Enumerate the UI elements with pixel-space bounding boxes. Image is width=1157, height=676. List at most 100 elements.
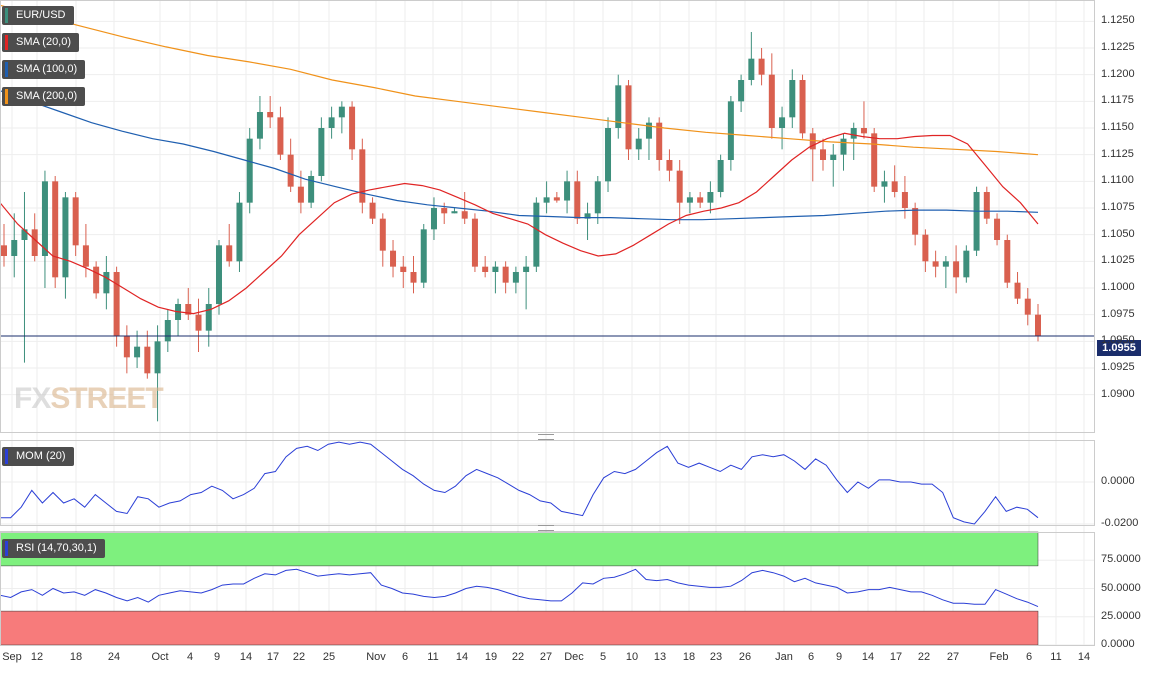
candle-body (645, 122, 652, 139)
candle-body (1014, 282, 1021, 299)
moving-averages (0, 4, 1094, 337)
candle-body (1035, 314, 1041, 336)
x-tick-label: 4 (186, 651, 194, 663)
candle-body (738, 80, 745, 102)
candle-body (359, 149, 366, 203)
x-tick-label: 27 (946, 651, 960, 663)
candle-body (31, 229, 38, 256)
candle-body (287, 154, 294, 187)
sma20-line (0, 132, 1039, 315)
candle-body (625, 85, 632, 150)
oversold-band (0, 610, 1039, 646)
legend-rsi-label: RSI (14,70,30,1) (16, 542, 97, 554)
x-tick-label: 23 (709, 651, 723, 663)
candle-body (502, 266, 509, 283)
x-tick-label: 9 (835, 651, 843, 663)
candle-body (41, 181, 48, 256)
x-tick-label: 27 (539, 651, 553, 663)
price-tick-label: 1.1150 (1101, 121, 1134, 133)
candle-body (963, 250, 970, 278)
candle-body (789, 80, 796, 118)
candle-body (492, 266, 499, 272)
candle-body (686, 197, 693, 203)
x-tick-label: 6 (807, 651, 815, 663)
x-tick-label: 6 (1025, 651, 1033, 663)
candle-body (973, 192, 980, 251)
x-tick-label: 14 (239, 651, 253, 663)
mom-tick-label: -0.0200 (1101, 516, 1139, 529)
x-tick-label: 14 (1077, 651, 1091, 663)
candle-body (400, 266, 407, 272)
candle-body (758, 58, 765, 75)
rsi-tick-label: 0.0000 (1101, 638, 1135, 650)
x-tick-label: 18 (69, 651, 83, 663)
x-tick-label: 17 (266, 651, 280, 663)
x-tick-label: 6 (401, 651, 409, 663)
legend-symbol[interactable]: EUR/USD (2, 6, 74, 25)
candle-body (93, 266, 100, 294)
candle-body (267, 112, 274, 118)
x-tick-label: 9 (213, 651, 221, 663)
price-tick-label: 1.0925 (1101, 361, 1135, 373)
legend-mom[interactable]: MOM (20) (2, 447, 74, 466)
price-tick-label: 1.1225 (1101, 41, 1135, 53)
candle-body (52, 181, 59, 278)
candle-body (113, 272, 120, 336)
candle-body (103, 272, 110, 294)
pane-splitter-rsi[interactable] (538, 525, 554, 531)
candle-body (144, 346, 151, 374)
candle-body (338, 106, 345, 118)
candle-body (134, 346, 141, 358)
x-tick-label: 5 (599, 651, 607, 663)
candle-body (850, 128, 857, 139)
candle-body (82, 245, 89, 267)
x-tick-label: 11 (427, 651, 439, 663)
x-tick-label: 18 (682, 651, 696, 663)
candle-body (185, 304, 192, 315)
x-tick-label: 19 (484, 651, 498, 663)
x-tick-label: 24 (107, 651, 121, 663)
rsi-tick-label: 25.0000 (1101, 609, 1141, 622)
candle-body (922, 234, 929, 262)
candle-body (820, 149, 827, 160)
x-tick-label: 22 (511, 651, 525, 663)
candle-body (697, 197, 704, 203)
candle-body (912, 208, 919, 235)
candle-body (236, 202, 243, 262)
panel-border (0, 440, 1095, 526)
candle-body (369, 202, 376, 219)
candle-body (420, 229, 427, 283)
rsi-color-bar (5, 541, 8, 556)
candle-body (840, 138, 847, 155)
x-tick-label: 11 (1050, 651, 1062, 663)
candle-body (891, 181, 898, 192)
legend-sma200[interactable]: SMA (200,0) (2, 87, 86, 106)
candle-body (21, 229, 28, 240)
x-tick-label: Oct (151, 651, 169, 663)
symbol-color-bar (5, 8, 8, 23)
candle-body (215, 245, 222, 304)
legend-rsi[interactable]: RSI (14,70,30,1) (2, 539, 105, 558)
candle-body (512, 272, 519, 283)
legend-sma100[interactable]: SMA (100,0) (2, 60, 86, 79)
x-tick-label: 25 (322, 651, 336, 663)
candle-body (994, 218, 1001, 240)
candle-body (584, 213, 591, 219)
candle-body (553, 197, 560, 201)
candle-body (942, 261, 949, 267)
legend-sma20[interactable]: SMA (20,0) (2, 33, 80, 52)
candle-body (123, 336, 130, 358)
candle-body (605, 128, 612, 182)
sma100-line (0, 90, 1039, 221)
pane-splitter-mom[interactable] (538, 434, 554, 440)
sma20-color-bar (5, 35, 8, 50)
candle-body (666, 160, 673, 171)
candle-body (226, 245, 233, 262)
price-tick-label: 1.1050 (1101, 227, 1135, 240)
legend-sma200-label: SMA (200,0) (16, 90, 78, 102)
price-tick-label: 1.0900 (1101, 387, 1135, 400)
price-tick-label: 1.1025 (1101, 254, 1135, 267)
candle-body (871, 133, 878, 187)
candle-body (1024, 298, 1031, 315)
